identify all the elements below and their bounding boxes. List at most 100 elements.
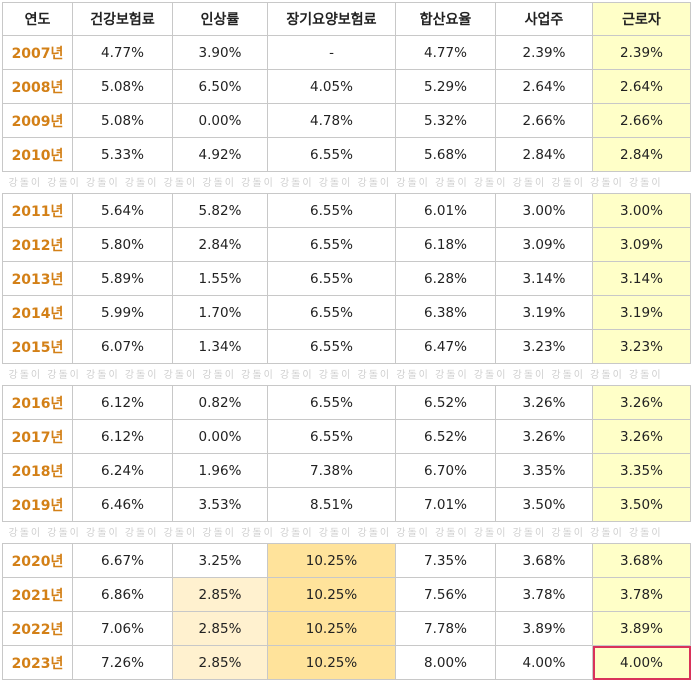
- worker-cell: 2.84%: [592, 137, 691, 172]
- table-row: 2016년 6.12% 0.82% 6.55% 6.52% 3.26% 3.26%: [2, 385, 691, 420]
- rate-cell: 3.90%: [172, 35, 268, 70]
- rate-cell: 1.34%: [172, 329, 268, 364]
- total-cell: 6.70%: [395, 453, 496, 488]
- watermark-cell: 강돌이 강돌이 강돌이 강돌이 강돌이 강돌이 강돌이 강돌이 강돌이 강돌이 …: [2, 363, 691, 386]
- rate-cell: 0.00%: [172, 419, 268, 454]
- ltc-cell: 4.05%: [267, 69, 396, 104]
- health-cell: 6.24%: [72, 453, 173, 488]
- year-cell: 2009년: [2, 103, 73, 138]
- year-cell: 2023년: [2, 645, 73, 680]
- watermark-cell: 강돌이 강돌이 강돌이 강돌이 강돌이 강돌이 강돌이 강돌이 강돌이 강돌이 …: [2, 171, 691, 194]
- employer-cell: 3.89%: [495, 611, 593, 646]
- employer-cell: 2.64%: [495, 69, 593, 104]
- employer-cell: 3.09%: [495, 227, 593, 262]
- ltc-cell: 10.25%: [267, 611, 396, 646]
- health-cell: 4.77%: [72, 35, 173, 70]
- table-row: 2023년 7.26% 2.85% 10.25% 8.00% 4.00% 4.00%: [2, 645, 691, 680]
- total-cell: 4.77%: [395, 35, 496, 70]
- ltc-cell: 6.55%: [267, 227, 396, 262]
- rate-cell: 0.00%: [172, 103, 268, 138]
- health-cell: 5.99%: [72, 295, 173, 330]
- worker-cell: 3.26%: [592, 385, 691, 420]
- rate-cell: 0.82%: [172, 385, 268, 420]
- watermark-text: 강돌이 강돌이 강돌이 강돌이 강돌이 강돌이 강돌이 강돌이 강돌이 강돌이 …: [8, 177, 663, 189]
- rate-cell: 3.25%: [172, 543, 268, 578]
- table-row: 2011년 5.64% 5.82% 6.55% 6.01% 3.00% 3.00%: [2, 193, 691, 228]
- total-cell: 7.35%: [395, 543, 496, 578]
- employer-cell: 2.84%: [495, 137, 593, 172]
- rate-cell: 1.96%: [172, 453, 268, 488]
- health-cell: 5.33%: [72, 137, 173, 172]
- total-cell: 7.78%: [395, 611, 496, 646]
- employer-cell: 3.23%: [495, 329, 593, 364]
- rate-cell: 2.85%: [172, 645, 268, 680]
- employer-cell: 3.19%: [495, 295, 593, 330]
- total-cell: 6.28%: [395, 261, 496, 296]
- worker-cell: 2.64%: [592, 69, 691, 104]
- total-cell: 6.18%: [395, 227, 496, 262]
- health-cell: 5.08%: [72, 69, 173, 104]
- employer-cell: 3.50%: [495, 487, 593, 522]
- health-cell: 6.46%: [72, 487, 173, 522]
- rate-cell: 3.53%: [172, 487, 268, 522]
- worker-cell: 3.14%: [592, 261, 691, 296]
- ltc-cell: 7.38%: [267, 453, 396, 488]
- ltc-cell: 10.25%: [267, 577, 396, 612]
- worker-cell: 4.00%: [592, 645, 691, 680]
- employer-cell: 3.00%: [495, 193, 593, 228]
- year-cell: 2017년: [2, 419, 73, 454]
- employer-cell: 3.26%: [495, 419, 593, 454]
- health-cell: 5.64%: [72, 193, 173, 228]
- ltc-cell: 6.55%: [267, 295, 396, 330]
- year-cell: 2007년: [2, 35, 73, 70]
- header-worker: 근로자: [592, 2, 691, 36]
- total-cell: 8.00%: [395, 645, 496, 680]
- total-cell: 6.52%: [395, 419, 496, 454]
- ltc-cell: 4.78%: [267, 103, 396, 138]
- year-cell: 2013년: [2, 261, 73, 296]
- health-cell: 6.12%: [72, 419, 173, 454]
- employer-cell: 3.14%: [495, 261, 593, 296]
- year-cell: 2015년: [2, 329, 73, 364]
- ltc-cell: 10.25%: [267, 543, 396, 578]
- health-cell: 5.08%: [72, 103, 173, 138]
- rate-cell: 6.50%: [172, 69, 268, 104]
- health-cell: 7.06%: [72, 611, 173, 646]
- table-row: 2020년 6.67% 3.25% 10.25% 7.35% 3.68% 3.68%: [2, 543, 691, 578]
- health-cell: 6.67%: [72, 543, 173, 578]
- table-row: 2017년 6.12% 0.00% 6.55% 6.52% 3.26% 3.26%: [2, 419, 691, 454]
- year-cell: 2020년: [2, 543, 73, 578]
- employer-cell: 3.78%: [495, 577, 593, 612]
- rate-cell: 2.84%: [172, 227, 268, 262]
- table-row: 2007년 4.77% 3.90% -4.77% 2.39% 2.39%: [2, 35, 691, 70]
- total-cell: 6.47%: [395, 329, 496, 364]
- table-row: 2010년 5.33% 4.92% 6.55% 5.68% 2.84% 2.84%: [2, 137, 691, 172]
- rate-cell: 2.85%: [172, 577, 268, 612]
- year-cell: 2014년: [2, 295, 73, 330]
- rate-cell: 5.82%: [172, 193, 268, 228]
- watermark-row: 강돌이 강돌이 강돌이 강돌이 강돌이 강돌이 강돌이 강돌이 강돌이 강돌이 …: [2, 521, 691, 544]
- worker-cell: 3.09%: [592, 227, 691, 262]
- watermark-row: 강돌이 강돌이 강돌이 강돌이 강돌이 강돌이 강돌이 강돌이 강돌이 강돌이 …: [2, 171, 691, 194]
- table-row: 2021년 6.86% 2.85% 10.25% 7.56% 3.78% 3.78%: [2, 577, 691, 612]
- worker-cell: 3.78%: [592, 577, 691, 612]
- watermark-text: 강돌이 강돌이 강돌이 강돌이 강돌이 강돌이 강돌이 강돌이 강돌이 강돌이 …: [8, 527, 663, 539]
- header-health: 건강보험료: [72, 2, 173, 36]
- rate-cell: 4.92%: [172, 137, 268, 172]
- watermark-text: 강돌이 강돌이 강돌이 강돌이 강돌이 강돌이 강돌이 강돌이 강돌이 강돌이 …: [8, 369, 663, 381]
- worker-cell: 3.89%: [592, 611, 691, 646]
- year-cell: 2010년: [2, 137, 73, 172]
- ltc-cell: 6.55%: [267, 385, 396, 420]
- employer-cell: 4.00%: [495, 645, 593, 680]
- health-cell: 6.86%: [72, 577, 173, 612]
- total-cell: 5.29%: [395, 69, 496, 104]
- watermark-row: 강돌이 강돌이 강돌이 강돌이 강돌이 강돌이 강돌이 강돌이 강돌이 강돌이 …: [2, 363, 691, 386]
- table-body: 2007년 4.77% 3.90% -4.77% 2.39% 2.39% 2008년 5.08…: [2, 35, 691, 680]
- total-cell: 7.01%: [395, 487, 496, 522]
- ltc-cell: 6.55%: [267, 193, 396, 228]
- total-cell: 5.68%: [395, 137, 496, 172]
- table-row: 2012년 5.80% 2.84% 6.55% 6.18% 3.09% 3.09%: [2, 227, 691, 262]
- table-row: 2013년 5.89% 1.55% 6.55% 6.28% 3.14% 3.14%: [2, 261, 691, 296]
